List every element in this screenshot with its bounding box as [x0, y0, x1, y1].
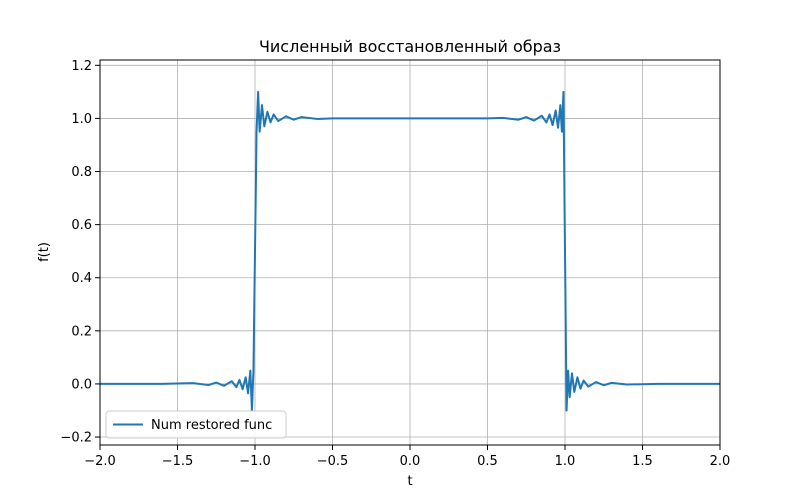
x-tick-label: −1.5 — [162, 454, 194, 469]
x-tick-label: 0.5 — [477, 454, 498, 469]
x-tick-label: 1.0 — [555, 454, 576, 469]
legend-label: Num restored func — [151, 418, 272, 433]
series-layer — [100, 90, 720, 412]
x-tick-label: 0.0 — [400, 454, 421, 469]
y-tick-label: 1.2 — [71, 59, 92, 74]
y-tick-label: 1.0 — [71, 112, 92, 127]
x-tick-label: −2.0 — [84, 454, 116, 469]
x-tick-label: −1.0 — [239, 454, 271, 469]
x-tick-label: −0.5 — [317, 454, 349, 469]
y-tick-label: 0.2 — [71, 324, 92, 339]
x-axis-title: t — [407, 474, 412, 489]
x-axis: −2.0 −1.5 −1.0 −0.5 0.0 0.5 1.0 1.5 2.0 — [84, 445, 730, 469]
legend: Num restored func — [105, 410, 287, 439]
legend-box — [105, 410, 287, 439]
y-axis-title: f(t) — [37, 242, 52, 262]
y-tick-label: 0.4 — [71, 271, 92, 286]
series-line — [100, 90, 720, 412]
y-axis: −0.2 0.0 0.2 0.4 0.6 0.8 1.0 1.2 — [60, 59, 100, 446]
y-tick-label: 0.0 — [71, 377, 92, 392]
y-tick-label: 0.6 — [71, 218, 92, 233]
y-tick-label: −0.2 — [60, 431, 92, 446]
x-tick-label: 2.0 — [710, 454, 731, 469]
y-tick-label: 0.8 — [71, 165, 92, 180]
chart-title: Численный восстановленный образ — [259, 37, 561, 56]
x-tick-label: 1.5 — [632, 454, 653, 469]
